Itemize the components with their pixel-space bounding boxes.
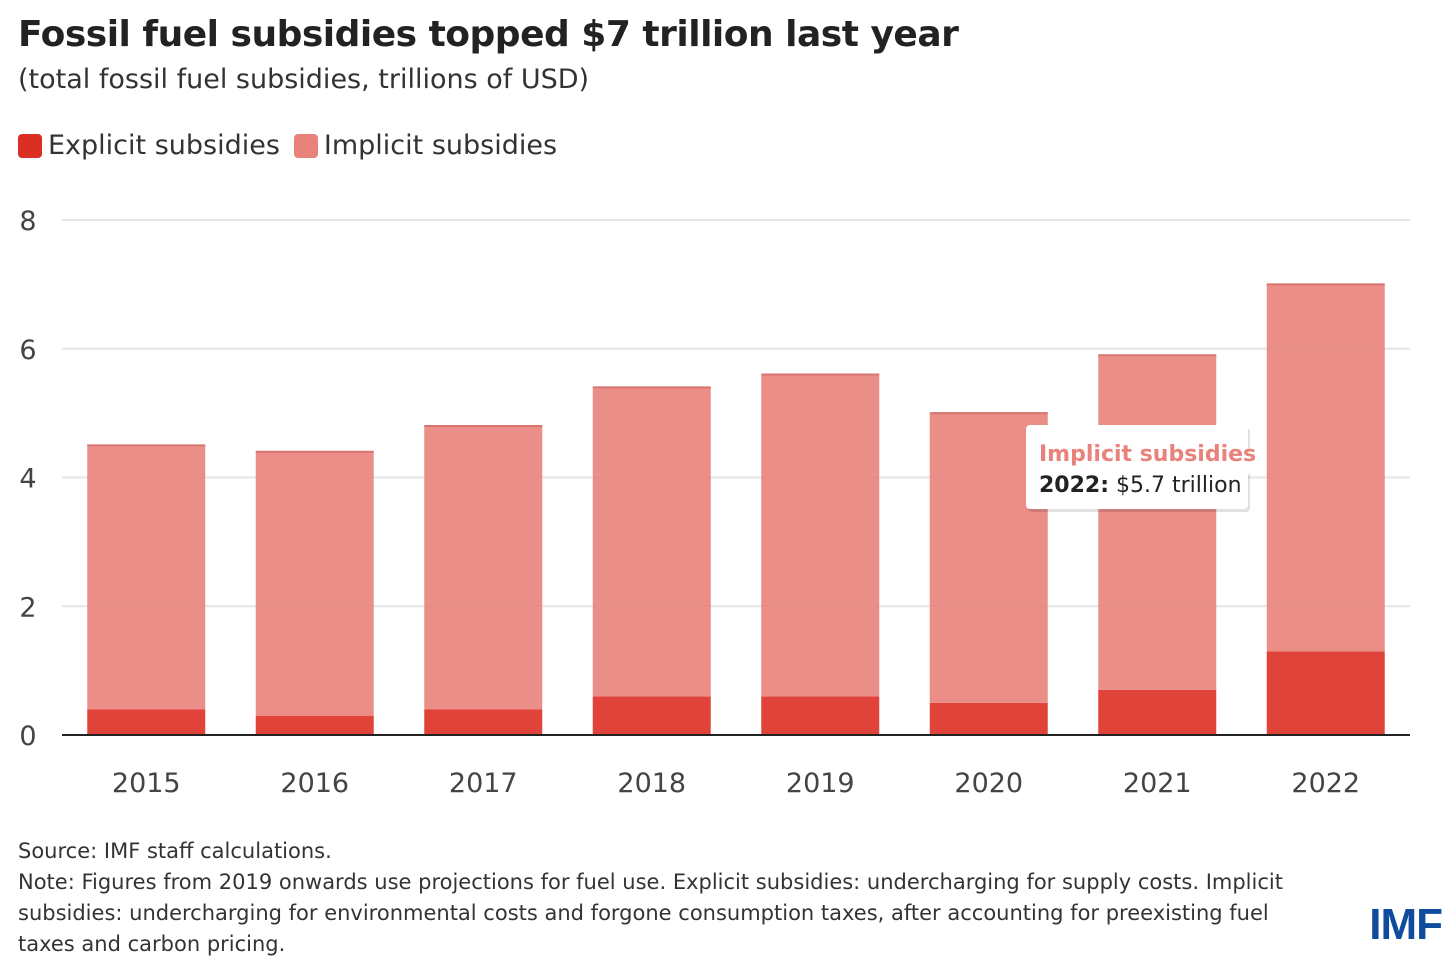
bar-implicit-2017[interactable] (424, 426, 543, 710)
legend-swatch-implicit (293, 133, 318, 158)
x-tick-label: 2022 (1291, 768, 1360, 799)
tooltip-value: 2022: $5.7 trillion (1039, 473, 1242, 498)
bar-explicit-2018[interactable] (592, 696, 711, 735)
x-tick-label: 2016 (280, 768, 349, 799)
y-tick-label: 2 (19, 592, 36, 623)
bar-implicit-2021[interactable] (1098, 355, 1217, 690)
bar-implicit-2015[interactable] (87, 445, 206, 710)
stacked-bar-chart: 0 2 4 6 8 2015 2016 2017 2018 2019 2020 2021 2022 Imp… (19, 206, 1410, 799)
x-tick-label: 2017 (449, 768, 518, 799)
bar-explicit-2017[interactable] (424, 709, 543, 735)
bar-explicit-2016[interactable] (255, 715, 374, 735)
source-note: Source: IMF staff calculations. (18, 839, 332, 863)
imf-logo: IMF (1369, 900, 1443, 949)
tooltip-box (1026, 425, 1248, 509)
chart-subtitle: (total fossil fuel subsidies, trillions … (18, 64, 590, 95)
bar-implicit-2019[interactable] (761, 374, 880, 697)
bar-implicit-2022[interactable] (1266, 284, 1385, 652)
legend-item-implicit[interactable]: Implicit subsidies (293, 130, 558, 161)
methodology-note: Note: Figures from 2019 onwards use proj… (18, 870, 1283, 956)
bar-explicit-2020[interactable] (929, 702, 1048, 735)
bar-implicit-2016[interactable] (255, 451, 374, 716)
y-tick-label: 4 (19, 464, 36, 495)
bar-explicit-2022[interactable] (1266, 651, 1385, 735)
x-tick-label: 2018 (617, 768, 686, 799)
bar-explicit-2015[interactable] (87, 709, 206, 735)
tooltip-year: 2022: (1039, 473, 1109, 498)
x-tick-label: 2020 (954, 768, 1023, 799)
bar-implicit-2018[interactable] (592, 387, 711, 697)
chart-legend: Explicit subsidies Implicit subsidies (18, 130, 571, 161)
tooltip: Implicit subsidies 2022: $5.7 trillion (1026, 425, 1260, 512)
chart-notes: Source: IMF staff calculations. Note: Fi… (18, 836, 1318, 960)
chart-title: Fossil fuel subsidies topped $7 trillion… (18, 14, 959, 55)
tooltip-amount: $5.7 trillion (1109, 473, 1242, 498)
legend-label-implicit: Implicit subsidies (323, 130, 558, 161)
y-tick-label: 6 (19, 335, 36, 366)
tooltip-series: Implicit subsidies (1039, 442, 1256, 467)
tooltip-pointer (1248, 451, 1260, 475)
legend-swatch-explicit (18, 133, 42, 158)
x-tick-label: 2019 (786, 768, 855, 799)
legend-label-explicit: Explicit subsidies (48, 130, 280, 161)
legend-item-explicit[interactable]: Explicit subsidies (18, 130, 280, 161)
x-tick-label: 2021 (1123, 768, 1192, 799)
bar-explicit-2019[interactable] (761, 696, 880, 735)
y-tick-label: 8 (19, 206, 36, 237)
y-tick-label: 0 (19, 721, 36, 752)
x-tick-label: 2015 (112, 768, 181, 799)
bar-explicit-2021[interactable] (1098, 689, 1217, 735)
